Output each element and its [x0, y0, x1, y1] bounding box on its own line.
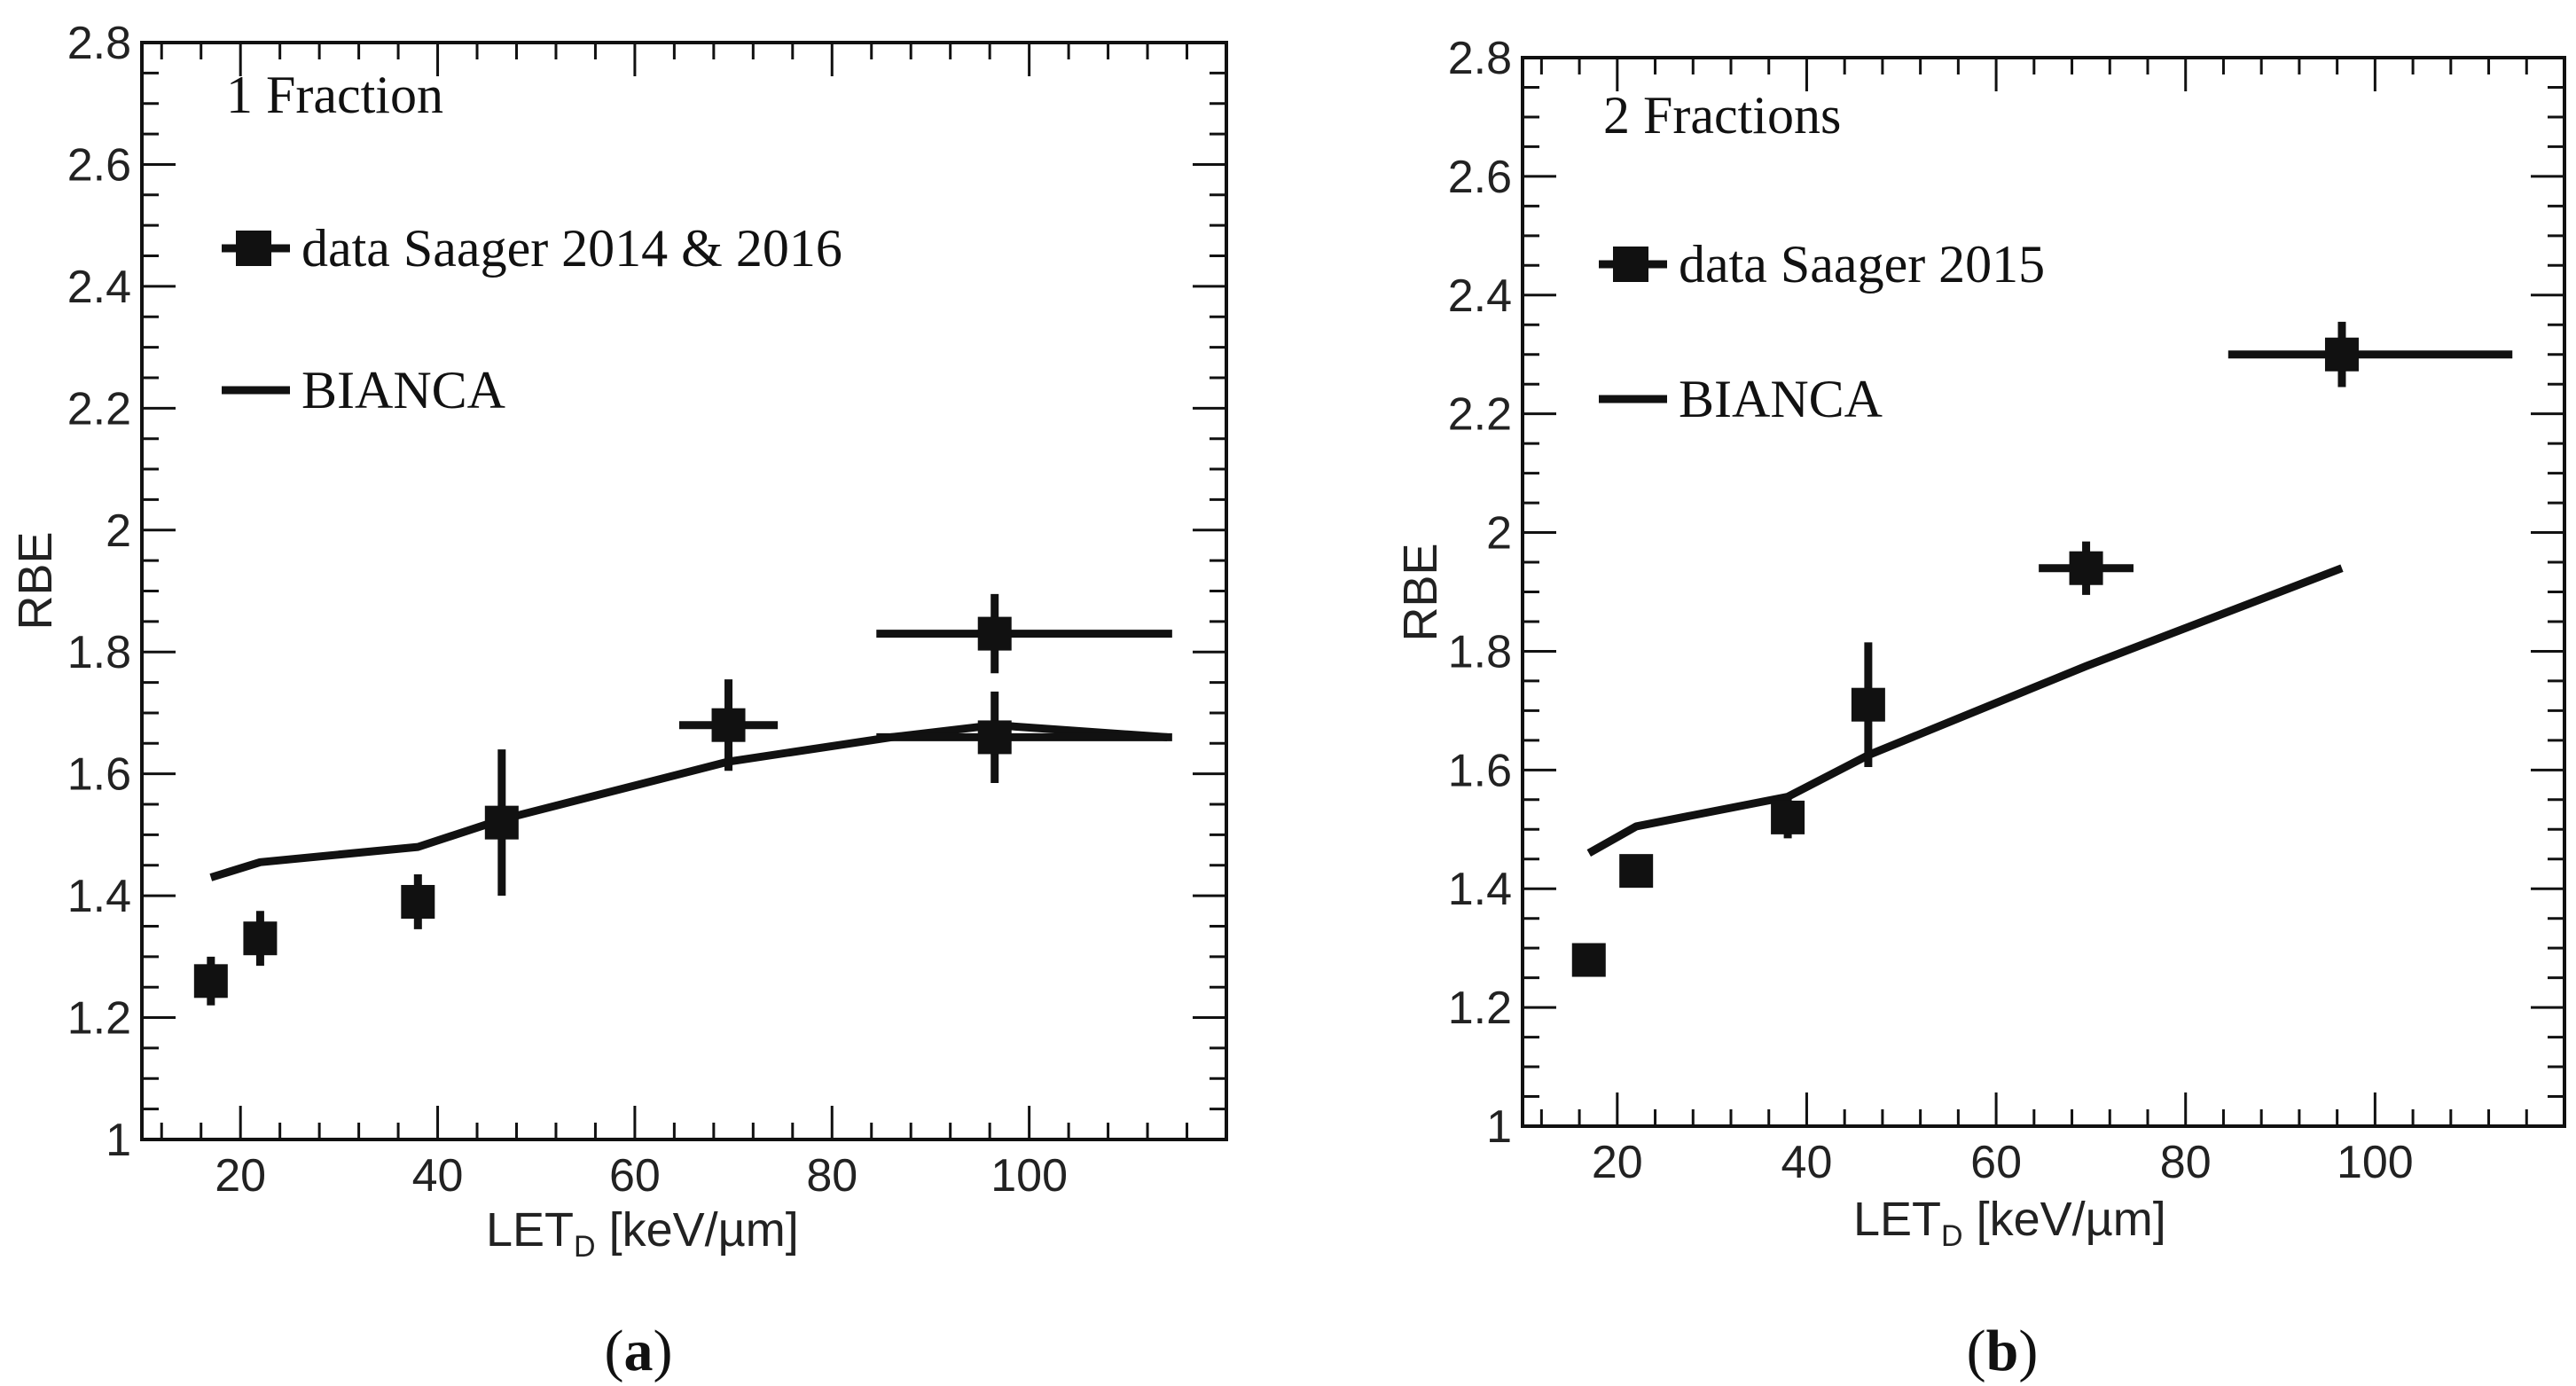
y-tick-label: 2.4: [1448, 270, 1512, 322]
data-marker: [243, 921, 278, 956]
x-axis-label-unit: [keV/µm]: [1963, 1193, 2166, 1246]
x-axis-label-subscript: D: [1941, 1219, 1963, 1253]
data-marker: [484, 805, 519, 840]
x-tick-label: 40: [1781, 1137, 1833, 1188]
data-point: [876, 593, 1172, 674]
y-tick-label: 1.4: [67, 871, 131, 922]
plot-frame: [1521, 56, 2566, 1128]
data-marker: [1771, 800, 1805, 834]
y-tick-label: 2: [106, 505, 131, 557]
y-tick-label: 2.2: [67, 383, 131, 435]
x-tick-label: 20: [1592, 1137, 1643, 1188]
x-tick-label: 80: [806, 1150, 857, 1202]
x-tick-label: 60: [609, 1150, 661, 1202]
data-marker: [1619, 854, 1654, 889]
data-point: [401, 874, 435, 929]
panel-label-open: (: [605, 1319, 624, 1383]
data-point: [678, 679, 779, 771]
legend-data-marker: [1613, 247, 1648, 282]
plot-title: 1 Fraction: [226, 66, 443, 124]
panel-label-close: ): [2018, 1319, 2038, 1383]
panel-label-close: ): [654, 1319, 673, 1383]
legend-data-label: data Saager 2015: [1679, 235, 2045, 294]
panel-a: 1 1.2 1.4 1.6 1.8 2 2.2 2.4 2.6 2.8 20 40 60 80 100 LET…: [9, 18, 1228, 1383]
panel-label-open: (: [1967, 1319, 1986, 1383]
y-tick-label: 1: [106, 1115, 131, 1166]
y-tick-label: 1.2: [1448, 983, 1512, 1034]
data-marker: [977, 720, 1012, 755]
y-tick-label: 2.6: [67, 139, 131, 191]
data-point: [1619, 854, 1654, 889]
data-marker: [977, 616, 1012, 651]
panel-label-letter: a: [624, 1319, 654, 1383]
data-point: [2228, 321, 2513, 388]
data-marker: [1571, 943, 1606, 977]
data-point: [243, 911, 278, 967]
x-tick-label: 100: [2337, 1137, 2414, 1188]
y-tick-label: 1.8: [67, 627, 131, 678]
y-tick-label: 2.6: [1448, 152, 1512, 203]
y-tick-label: 1.6: [1448, 745, 1512, 796]
data-point: [484, 749, 519, 897]
plot-frame: [140, 41, 1228, 1141]
y-tick-label: 2: [1486, 508, 1512, 560]
y-axis-label: RBE: [9, 531, 62, 630]
data-point: [1771, 796, 1805, 839]
y-tick-label: 1.8: [1448, 626, 1512, 677]
x-axis-label-main: LET: [486, 1203, 574, 1257]
legend: data Saager 2015 BIANCA: [1599, 235, 2045, 428]
data-point: [193, 956, 228, 1006]
x-tick-label: 20: [215, 1150, 266, 1202]
data-marker: [2324, 337, 2359, 372]
legend-data-label: data Saager 2014 & 2016: [301, 219, 842, 278]
legend-data-marker: [236, 231, 271, 266]
legend-model-label: BIANCA: [301, 361, 505, 419]
x-tick-label: 60: [1970, 1137, 2022, 1188]
bianca-model-line: [209, 721, 1168, 881]
data-marker: [711, 708, 746, 742]
data-point: [876, 691, 1172, 783]
x-tick-label: 100: [990, 1150, 1068, 1202]
x-axis-label-unit: [keV/µm]: [596, 1203, 799, 1257]
panel-b: 1 1.2 1.4 1.6 1.8 2 2.2 2.4 2.6 2.8 20 40 60 80 100 LET…: [1394, 33, 2566, 1383]
x-axis-label-main: LET: [1853, 1193, 1941, 1246]
panel-label: (b): [1967, 1319, 2039, 1383]
y-tick-label: 2.8: [67, 18, 131, 69]
y-tick-label: 1.4: [1448, 864, 1512, 915]
data-marker: [193, 964, 228, 998]
y-tick-label: 1.6: [67, 749, 131, 801]
y-axis-label: RBE: [1394, 543, 1447, 641]
y-tick-label: 1.2: [67, 993, 131, 1045]
x-tick-label: 80: [2160, 1137, 2212, 1188]
panel-label: (a): [605, 1319, 673, 1383]
y-tick-label: 2.8: [1448, 33, 1512, 84]
x-axis-label: LETD [keV/µm]: [486, 1203, 799, 1264]
data-marker: [1851, 687, 1885, 722]
y-tick-label: 2.2: [1448, 389, 1512, 441]
data-point: [1571, 943, 1606, 977]
data-marker: [2069, 551, 2103, 585]
plot-title: 2 Fractions: [1603, 86, 1841, 145]
data-marker: [401, 884, 435, 919]
y-tick-label: 2.4: [67, 262, 131, 313]
panel-label-letter: b: [1986, 1319, 2019, 1383]
data-point: [1851, 642, 1885, 767]
y-tick-label: 1: [1486, 1101, 1512, 1153]
data-point: [2039, 541, 2134, 595]
legend-model-label: BIANCA: [1679, 370, 1883, 428]
legend: data Saager 2014 & 2016 BIANCA: [222, 219, 842, 419]
x-tick-label: 40: [412, 1150, 464, 1202]
x-axis-label: LETD [keV/µm]: [1853, 1193, 2166, 1253]
x-axis-label-subscript: D: [574, 1230, 596, 1264]
bianca-model-line: [1586, 564, 2344, 857]
